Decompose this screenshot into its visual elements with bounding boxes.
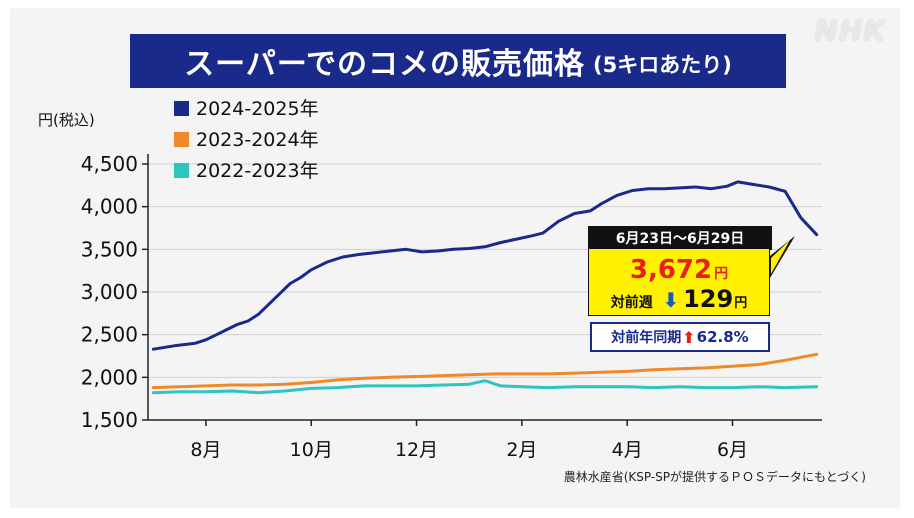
x-tick-label: 2月 xyxy=(506,439,537,461)
week-change-line: 対前週 ⬇ 129円 xyxy=(589,285,769,313)
x-tick-label: 4月 xyxy=(612,439,643,461)
series-line xyxy=(151,180,819,351)
price-line: 3,672 円 xyxy=(589,255,769,285)
y-axis-unit-label: 円(税込) xyxy=(38,111,95,129)
y-tick-label: 4,500 xyxy=(81,152,138,176)
legend-swatch xyxy=(174,101,189,116)
price-unit: 円 xyxy=(714,266,729,282)
y-tick-label: 3,500 xyxy=(81,237,138,261)
callout-period: 6月23日～6月29日 xyxy=(588,226,772,250)
tick-labels: 4,500 4,000 3,500 3,000 2,500 2,000 1,500 8月 10月… xyxy=(81,152,748,461)
year-over-year-badge: 対前年同期 ⬆ 62.8% xyxy=(590,322,770,352)
yoy-label: 対前年同期 xyxy=(611,330,682,346)
series-lines xyxy=(151,180,819,395)
series-line xyxy=(151,352,819,390)
chart-title: スーパーでのコメの販売価格 xyxy=(184,47,586,82)
series-line xyxy=(151,379,819,395)
y-tick-label: 3,000 xyxy=(81,280,138,304)
up-arrow-icon: ⬆ xyxy=(682,327,696,347)
callout-pointer-fill xyxy=(771,240,790,274)
week-change-unit: 円 xyxy=(734,296,748,311)
title-banner: スーパーでのコメの販売価格 (5キロあたり) xyxy=(130,34,786,88)
y-tick-label: 1,500 xyxy=(81,408,138,432)
yoy-value: 62.8% xyxy=(696,328,749,346)
y-tick-label: 2,000 xyxy=(81,365,138,389)
legend-label: 2023-2024年 xyxy=(196,129,319,151)
axes xyxy=(142,154,822,426)
price-callout: 3,672 円 対前週 ⬇ 129円 xyxy=(588,248,770,316)
legend-label: 2024-2025年 xyxy=(196,98,319,120)
week-change-value: 129 xyxy=(683,285,734,313)
x-tick-label: 12月 xyxy=(395,439,438,461)
source-note: 農林水産省(KSP-SPが提供するＰＯＳデータにもとづく) xyxy=(563,470,866,484)
callout-pointer xyxy=(770,236,795,278)
chart-subtitle: (5キロあたり) xyxy=(593,53,732,77)
legend-swatch xyxy=(174,163,189,178)
nhk-watermark: NHK xyxy=(814,14,886,47)
x-tick-label: 8月 xyxy=(190,439,221,461)
legend-label: 2022-2023年 xyxy=(196,160,319,182)
week-change-label: 対前週 xyxy=(610,295,653,311)
current-price: 3,672 xyxy=(629,255,713,285)
x-tick-label: 6月 xyxy=(717,439,748,461)
down-arrow-icon: ⬇ xyxy=(662,288,680,312)
y-tick-label: 2,500 xyxy=(81,323,138,347)
legend: 2024-2025年 2023-2024年 2022-2023年 xyxy=(174,98,319,182)
legend-swatch xyxy=(174,132,189,147)
x-tick-label: 10月 xyxy=(290,439,333,461)
y-tick-label: 4,000 xyxy=(81,195,138,219)
